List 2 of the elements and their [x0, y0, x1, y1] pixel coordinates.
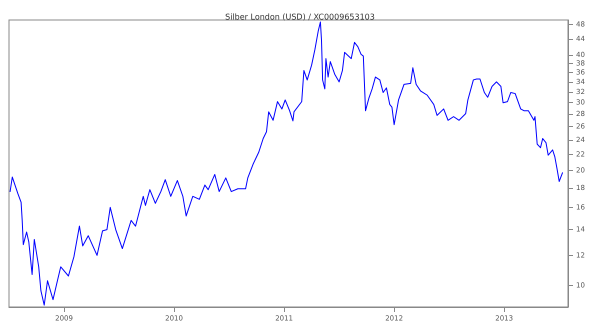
chart-title: Silber London (USD) / XC0009653103 — [225, 12, 375, 22]
line-series — [10, 22, 563, 306]
